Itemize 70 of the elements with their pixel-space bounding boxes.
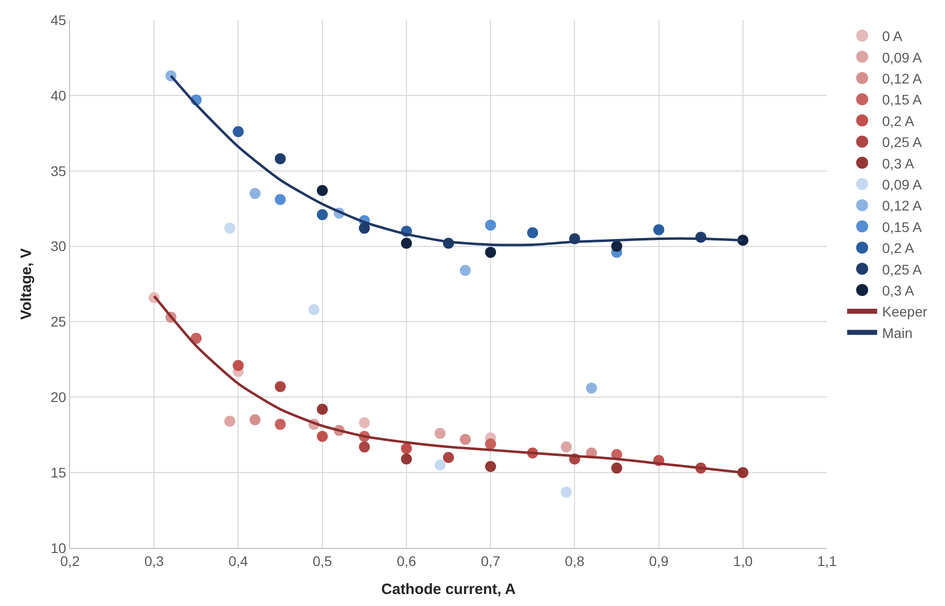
legend-label: 0,12 A <box>882 70 923 86</box>
point <box>460 434 471 445</box>
y-tick-label: 15 <box>50 464 66 480</box>
legend-label: Keeper <box>882 304 928 320</box>
point <box>250 414 261 426</box>
y-tick-label: 25 <box>50 314 66 330</box>
point <box>232 126 244 138</box>
x-tick-label: 0,9 <box>649 552 669 569</box>
point <box>485 438 496 450</box>
x-tick-label: 0,7 <box>480 552 500 569</box>
legend-label: 0,25 A <box>882 134 923 150</box>
point <box>611 462 622 474</box>
point <box>358 441 370 452</box>
legend-label: 0,15 A <box>882 218 923 235</box>
point <box>443 452 454 463</box>
point <box>358 417 370 428</box>
legend-label: 0,09 A <box>882 49 923 66</box>
y-tick-label: 35 <box>50 162 66 179</box>
legend-label: 0,2 A <box>882 240 915 256</box>
legend-label: 0,15 A <box>882 92 923 108</box>
point <box>316 184 328 196</box>
x-axis-title: Cathode current, A <box>381 580 516 598</box>
legend-label: 0,3 A <box>882 282 915 298</box>
point <box>274 381 286 392</box>
point <box>400 442 412 454</box>
y-tick-label: 45 <box>50 12 66 28</box>
point <box>308 304 320 316</box>
point <box>358 222 370 234</box>
legend-label: 0,2 A <box>882 112 915 129</box>
point <box>316 404 328 415</box>
y-axis-title: Voltage, V <box>18 248 35 320</box>
legend-label: 0,25 A <box>882 261 923 278</box>
point <box>485 220 496 231</box>
x-tick-label: 1,0 <box>733 552 753 569</box>
legend-label: 0,12 A <box>882 198 923 214</box>
legend-label: 0,3 A <box>882 155 915 172</box>
point <box>400 238 412 249</box>
point <box>560 441 572 452</box>
point <box>653 224 664 236</box>
point <box>485 246 496 258</box>
point <box>274 418 286 430</box>
point <box>274 194 286 206</box>
point <box>527 227 538 238</box>
point <box>316 209 328 220</box>
point <box>560 486 572 498</box>
y-tick-label: 40 <box>50 87 66 104</box>
point <box>400 453 412 464</box>
x-tick-label: 0,8 <box>564 552 585 569</box>
point <box>274 153 286 164</box>
point <box>232 360 244 371</box>
legend-label: 0 A <box>882 28 904 44</box>
y-tick-label: 20 <box>50 389 66 406</box>
point <box>485 461 496 472</box>
point <box>224 416 236 427</box>
x-tick-label: 0,4 <box>228 552 248 569</box>
point <box>611 240 622 252</box>
point <box>586 382 597 394</box>
point <box>434 428 446 439</box>
x-tick-label: 0,5 <box>312 552 332 569</box>
point <box>316 430 328 442</box>
point <box>460 264 471 276</box>
point <box>224 222 236 234</box>
legend-label: 0,09 A <box>882 176 923 192</box>
point <box>250 188 261 199</box>
x-tick-label: 0,3 <box>144 552 164 569</box>
legend-label: Main <box>882 324 912 341</box>
y-tick-label: 30 <box>50 238 66 254</box>
x-tick-label: 0,6 <box>396 552 416 569</box>
point <box>434 460 446 471</box>
x-tick-label: 1,1 <box>817 552 837 569</box>
